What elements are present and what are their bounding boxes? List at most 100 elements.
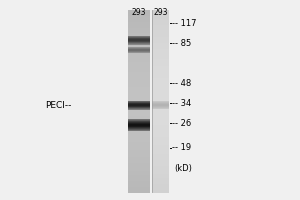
Bar: [152, 28, 169, 30]
Bar: [128, 105, 150, 106]
Bar: [128, 39, 150, 40]
Bar: [128, 113, 150, 115]
Bar: [152, 102, 169, 103]
Bar: [128, 118, 150, 120]
Bar: [152, 108, 169, 109]
Bar: [128, 37, 150, 39]
Bar: [152, 51, 169, 53]
Bar: [128, 124, 150, 126]
Bar: [152, 101, 169, 103]
Text: -- 48: -- 48: [172, 78, 192, 88]
Bar: [128, 127, 150, 129]
Bar: [152, 102, 169, 103]
Bar: [128, 52, 150, 53]
Bar: [128, 98, 150, 100]
Bar: [128, 15, 150, 17]
Bar: [128, 104, 150, 105]
Bar: [128, 103, 150, 104]
Bar: [128, 81, 150, 83]
Bar: [152, 90, 169, 92]
Bar: [152, 22, 169, 24]
Bar: [128, 63, 150, 65]
Bar: [128, 59, 150, 61]
Bar: [128, 177, 150, 179]
Bar: [128, 101, 150, 103]
Bar: [128, 42, 150, 43]
Bar: [128, 33, 150, 35]
Bar: [128, 27, 150, 29]
Bar: [128, 28, 150, 30]
Bar: [152, 140, 169, 142]
Bar: [152, 36, 169, 38]
Bar: [128, 169, 150, 171]
Bar: [128, 122, 150, 123]
Bar: [128, 83, 150, 85]
Bar: [128, 156, 150, 158]
Bar: [128, 39, 150, 40]
Bar: [128, 25, 150, 27]
Bar: [128, 160, 150, 162]
Bar: [128, 43, 150, 44]
Bar: [128, 165, 150, 167]
Bar: [152, 46, 169, 48]
Bar: [128, 13, 150, 15]
Bar: [152, 131, 169, 133]
Bar: [128, 102, 150, 103]
Bar: [128, 129, 150, 130]
Bar: [152, 103, 169, 104]
Bar: [128, 174, 150, 176]
Bar: [128, 109, 150, 111]
Bar: [128, 18, 150, 20]
Text: -- 85: -- 85: [172, 38, 192, 47]
Bar: [128, 126, 150, 127]
Bar: [128, 51, 150, 52]
Bar: [128, 130, 150, 132]
Bar: [128, 171, 150, 173]
Bar: [128, 46, 150, 48]
Bar: [152, 136, 169, 138]
Bar: [128, 119, 150, 120]
Bar: [128, 101, 150, 102]
Bar: [128, 92, 150, 94]
Bar: [128, 189, 150, 191]
Bar: [128, 108, 150, 109]
Bar: [152, 68, 169, 70]
Bar: [128, 175, 150, 177]
Bar: [128, 190, 150, 192]
Bar: [128, 184, 150, 186]
Bar: [152, 30, 169, 32]
Bar: [152, 99, 169, 102]
Bar: [152, 137, 169, 139]
Bar: [152, 78, 169, 80]
Bar: [152, 134, 169, 136]
Bar: [152, 87, 169, 89]
Bar: [128, 134, 150, 136]
Bar: [152, 45, 169, 47]
Bar: [152, 104, 169, 105]
Bar: [128, 120, 150, 121]
Bar: [152, 21, 169, 23]
Bar: [152, 25, 169, 27]
Bar: [128, 107, 150, 108]
Bar: [128, 47, 150, 48]
Bar: [152, 171, 169, 173]
Bar: [128, 103, 150, 104]
Bar: [128, 127, 150, 128]
Bar: [128, 43, 150, 44]
Bar: [128, 124, 150, 125]
Text: -- 117: -- 117: [172, 19, 197, 27]
Bar: [128, 129, 150, 130]
Bar: [128, 172, 150, 174]
Bar: [152, 92, 169, 94]
Bar: [152, 108, 169, 109]
Bar: [128, 48, 150, 49]
Bar: [152, 104, 169, 105]
Bar: [128, 102, 150, 103]
Bar: [128, 86, 150, 88]
Bar: [152, 54, 169, 56]
Bar: [128, 106, 150, 107]
Bar: [128, 72, 150, 74]
Bar: [152, 186, 169, 188]
Bar: [152, 146, 169, 149]
Bar: [128, 44, 150, 45]
